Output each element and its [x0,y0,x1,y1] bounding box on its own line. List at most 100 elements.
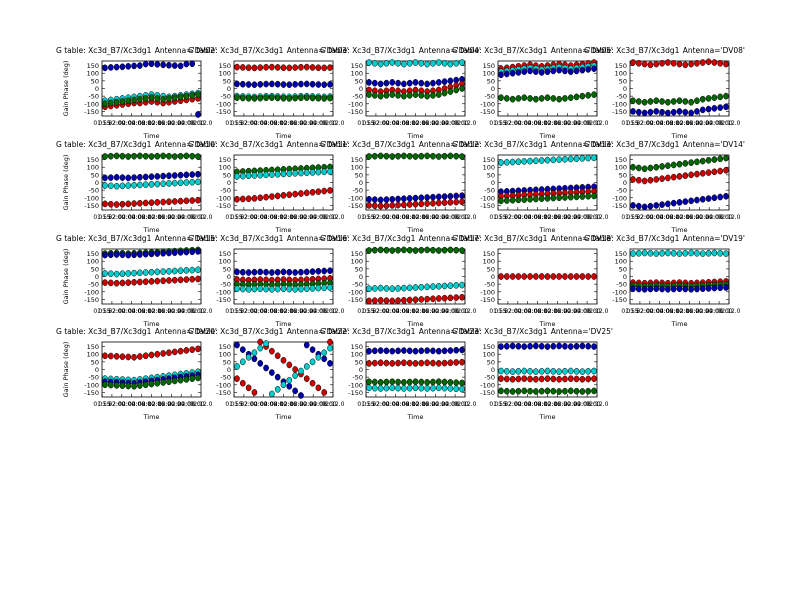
data-point [309,169,316,176]
x-tick-label: 02:04:00 [250,401,277,408]
x-tick-label: 02:12.0 [321,401,344,408]
data-point [298,94,304,102]
y-tick-label: -100 [612,194,627,202]
data-point [189,92,196,99]
data-point [441,59,448,67]
y-tick-label: 100 [219,164,231,172]
x-tick-label: 02:08:00 [392,214,419,221]
y-tick-label: 100 [351,164,363,172]
data-point [665,285,671,293]
data-point [641,165,648,173]
data-point [274,94,281,102]
subplot-antenna-label: Antenna='DV05' [551,46,613,55]
data-point [107,174,114,181]
data-point [371,246,378,254]
x-tick-label: 02:08:00 [260,308,287,315]
data-point [309,64,316,71]
y-tick-label: 0 [491,179,495,187]
data-point [315,168,322,176]
x-tick-label: 02:08:00 [310,308,337,315]
data-point [119,152,126,160]
data-point [459,281,465,289]
data-point [298,169,304,177]
data-point [137,251,143,258]
data-point [154,350,161,358]
x-tick-label: 02:08:00 [524,214,551,221]
data-point [131,174,137,181]
data-point [137,62,143,69]
data-point [688,171,694,179]
data-point [424,246,430,254]
subplot-title: G table: Xc3d_B7/Xc3dg1 [320,327,416,336]
data-point [412,247,419,254]
y-tick-label: 100 [87,258,99,266]
data-point [269,269,275,276]
data-point [412,296,419,304]
data-point [171,198,178,205]
data-point [635,164,642,172]
data-point [383,347,390,355]
data-point [503,367,510,375]
data-point [659,163,665,170]
y-tick-label: -50 [484,374,495,382]
data-point [699,157,706,165]
data-point [131,181,137,189]
y-tick-label: 50 [355,171,363,179]
data-point [659,108,665,116]
data-point [521,68,528,76]
data-point [166,172,172,180]
x-tick-label: 02:12:00 [666,120,693,127]
x-tick-label: 02:12.0 [717,120,740,127]
data-point [119,382,126,390]
data-point [263,193,269,201]
data-point [245,195,252,203]
x-tick-label: 01:52:00 [98,401,125,408]
data-point [292,64,298,71]
data-point [107,200,114,208]
data-point [521,387,528,395]
data-point [113,382,120,389]
data-point [377,152,384,160]
y-tick-label: 0 [623,85,627,93]
data-point [383,378,390,386]
data-point [412,378,419,386]
data-point [102,153,108,160]
data-point [154,268,161,276]
x-tick-label: 02:12:00 [402,401,429,408]
data-point [183,171,190,179]
data-point [670,199,677,207]
data-point [647,249,654,257]
data-point [406,384,413,392]
data-point [556,342,562,350]
data-point [647,108,654,116]
data-point [659,59,665,67]
data-point [383,92,390,99]
subplot-7 [365,152,466,211]
data-point [366,195,372,203]
data-point [711,105,718,112]
x-tick-label: 02:08:00 [524,401,551,408]
x-tick-label: 02:04:00 [250,308,277,315]
data-point [567,367,574,375]
data-point [245,94,252,102]
y-tick-label: 100 [615,258,627,266]
data-point [459,346,465,354]
data-point [137,95,143,103]
data-point [447,282,454,290]
data-point [195,345,201,353]
data-point [573,342,580,350]
x-axis-label: Time [275,413,292,421]
data-point [418,283,425,291]
x-tick-label: 02:24:00 [300,120,327,127]
data-point [653,285,660,293]
x-tick-label: 02:08:00 [310,214,337,221]
x-axis-label: Time [143,320,160,328]
data-point [694,59,700,67]
data-point [177,62,184,70]
data-point [630,59,636,66]
data-point [389,59,396,66]
data-point [430,79,436,87]
data-point [119,251,126,259]
data-point [125,270,132,277]
data-point [401,60,407,68]
